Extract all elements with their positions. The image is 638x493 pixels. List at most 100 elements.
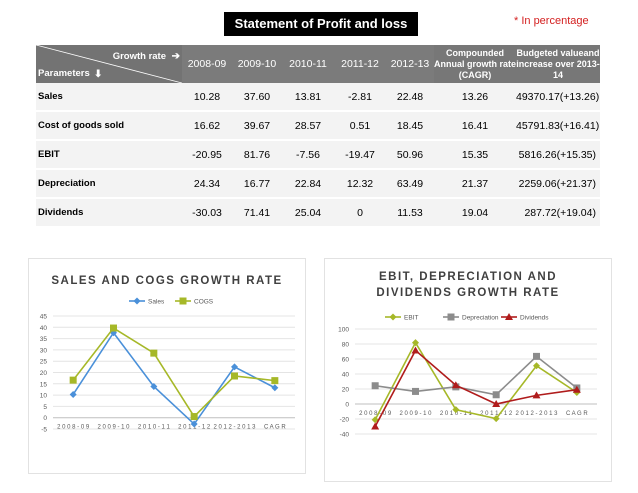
y-tick-label: 40	[342, 372, 350, 379]
data-point-ebit	[492, 415, 500, 423]
chart-title: EBIT, DEPRECIATION AND DIVIDENDS GROWTH …	[325, 269, 611, 301]
header-year: 2011-12	[334, 45, 386, 83]
y-tick-label: 20	[342, 387, 350, 394]
series-line-ebit	[374, 341, 578, 421]
data-point-cogs	[231, 372, 238, 380]
header-parameters-cell: Growth rate ➔ Parameters ⬇	[36, 45, 182, 83]
series-line-depreciation	[375, 355, 578, 396]
header-year: 2010-11	[282, 45, 334, 83]
data-point-cogs	[271, 377, 279, 385]
chart-title-line-1: EBIT, DEPRECIATION AND	[378, 271, 558, 283]
cell-value: 12.32	[334, 169, 386, 199]
y-tick-label: 15	[40, 381, 48, 388]
cell-cagr: 19.04	[434, 198, 516, 228]
chart-title-line-2: DIVIDENDS GROWTH RATE	[376, 287, 560, 299]
cell-value: -7.56	[282, 140, 334, 170]
cell-value: 71.41	[232, 198, 282, 228]
cell-value: 11.53	[386, 198, 434, 228]
y-tick-label: 10	[40, 393, 48, 400]
header-parameters: Parameters	[38, 68, 90, 79]
profit-loss-table: Growth rate ➔ Parameters ⬇ 2008-09 2009-…	[36, 45, 600, 228]
cell-budget: 49370.17(+13.26)	[516, 83, 600, 112]
cell-value: -19.47	[334, 140, 386, 170]
table-row: Sales 10.28 37.60 13.81 -2.81 22.48 13.2…	[36, 83, 600, 112]
series-line-cogs	[72, 326, 275, 418]
cell-budget: 45791.83(+16.41)	[516, 111, 600, 141]
y-tick-label: 25	[40, 359, 48, 366]
cell-cagr: 15.35	[434, 140, 516, 170]
data-point-dividends	[411, 346, 420, 354]
data-point-depreciation	[492, 391, 500, 399]
data-point-depreciation	[371, 382, 379, 390]
series-line-sales	[72, 331, 276, 426]
header-growth-rate: Growth rate	[112, 51, 166, 62]
cell-value: 16.62	[182, 111, 232, 141]
cell-value: 28.57	[282, 111, 334, 141]
legend-label: Depreciation	[462, 315, 499, 322]
y-tick-label: 40	[40, 325, 48, 332]
x-tick-label: C A G R	[566, 411, 588, 417]
cell-value: 39.67	[232, 111, 282, 141]
y-tick-label: 5	[43, 404, 47, 411]
cell-value: 10.28	[182, 83, 232, 112]
cell-budget: 2259.06(+21.37)	[516, 169, 600, 199]
ebit-dep-div-chart: -40 -20 0 20 40 60 80 100 2 0 0 8 - 0 9 2 0 0 9 -…	[338, 313, 597, 439]
x-tick-label: 2 0 1 0 - 1 1	[440, 411, 473, 417]
legend-marker-sales	[133, 297, 141, 305]
legend-marker-dividends	[505, 313, 513, 320]
table-row: Dividends -30.03 71.41 25.04 0 11.53 19.…	[36, 198, 600, 228]
row-label: Depreciation	[36, 169, 182, 199]
y-tick-label: -40	[340, 432, 350, 439]
x-tick-label: 2 0 1 2 - 2 0 1 3	[515, 411, 558, 417]
y-tick-label: 45	[40, 314, 48, 321]
cell-cagr: 16.41	[434, 111, 516, 141]
header-year: 2008-09	[182, 45, 232, 83]
sales-cogs-chart: -5 0 5 10 15 20 25 30 35 40 45 2 0 0 8 - 0 9 2 0 0 9…	[40, 297, 295, 434]
x-tick-label: 2 0 1 2 - 2 0 1 3	[213, 425, 256, 431]
page-title: Statement of Profit and loss	[224, 12, 418, 36]
cell-value: 13.81	[282, 83, 334, 112]
header-budget: Budgeted valueand increase over 2013-14	[516, 45, 600, 83]
arrow-right-icon: ➔	[171, 51, 180, 62]
cell-value: 22.84	[282, 169, 334, 199]
data-point-dividends	[451, 381, 460, 389]
cell-value: 63.49	[386, 169, 434, 199]
cell-budget: 5816.26(+15.35)	[516, 140, 600, 170]
cell-value: 24.34	[182, 169, 232, 199]
row-label: Dividends	[36, 198, 182, 228]
data-point-ebit	[412, 339, 419, 347]
ebit-dep-div-chart-panel: EBIT, DEPRECIATION AND DIVIDENDS GROWTH …	[324, 258, 612, 482]
cell-value: -30.03	[182, 198, 232, 228]
cell-value: 0.51	[334, 111, 386, 141]
x-tick-label: 2 0 0 8 - 0 9	[359, 411, 392, 417]
table-row: Depreciation 24.34 16.77 22.84 12.32 63.…	[36, 169, 600, 199]
row-label: EBIT	[36, 140, 182, 170]
data-point-depreciation	[412, 387, 419, 395]
data-point-dividends	[492, 400, 501, 407]
x-tick-label: 2 0 0 9 - 1 0	[97, 425, 130, 431]
y-tick-label: 30	[40, 347, 48, 354]
y-tick-label: 20	[40, 370, 48, 377]
x-tick-label: 2 0 1 1 - 1 2	[178, 425, 211, 431]
x-tick-label: C A G R	[264, 425, 286, 431]
x-tick-label: 2 0 0 8 - 0 9	[57, 425, 90, 431]
table-row: Cost of goods sold 16.62 39.67 28.57 0.5…	[36, 111, 600, 141]
data-point-dividends	[572, 385, 581, 393]
y-tick-label: -20	[340, 417, 350, 424]
cell-value: 37.60	[232, 83, 282, 112]
y-tick-label: 35	[40, 336, 48, 343]
cell-cagr: 13.26	[434, 83, 516, 112]
header-year: 2012-13	[386, 45, 434, 83]
legend-marker-ebit	[389, 313, 397, 321]
x-tick-label: 2 0 1 0 - 1 1	[138, 425, 171, 431]
cell-value: -20.95	[182, 140, 232, 170]
sales-cogs-chart-panel: SALES AND COGS GROWTH RATE -5 0 5 10 15 20 25 3…	[28, 258, 306, 474]
header-cagr: Compounded Annual growth rate (CAGR)	[434, 45, 516, 83]
table-row: EBIT -20.95 81.76 -7.56 -19.47 50.96 15.…	[36, 140, 600, 170]
legend-marker-cogs	[179, 297, 187, 305]
data-point-dividends	[532, 391, 541, 399]
data-point-ebit	[452, 406, 460, 414]
cell-value: 16.77	[232, 169, 282, 199]
table-header-row: Growth rate ➔ Parameters ⬇ 2008-09 2009-…	[36, 45, 600, 83]
chart-title: SALES AND COGS GROWTH RATE	[51, 275, 283, 287]
